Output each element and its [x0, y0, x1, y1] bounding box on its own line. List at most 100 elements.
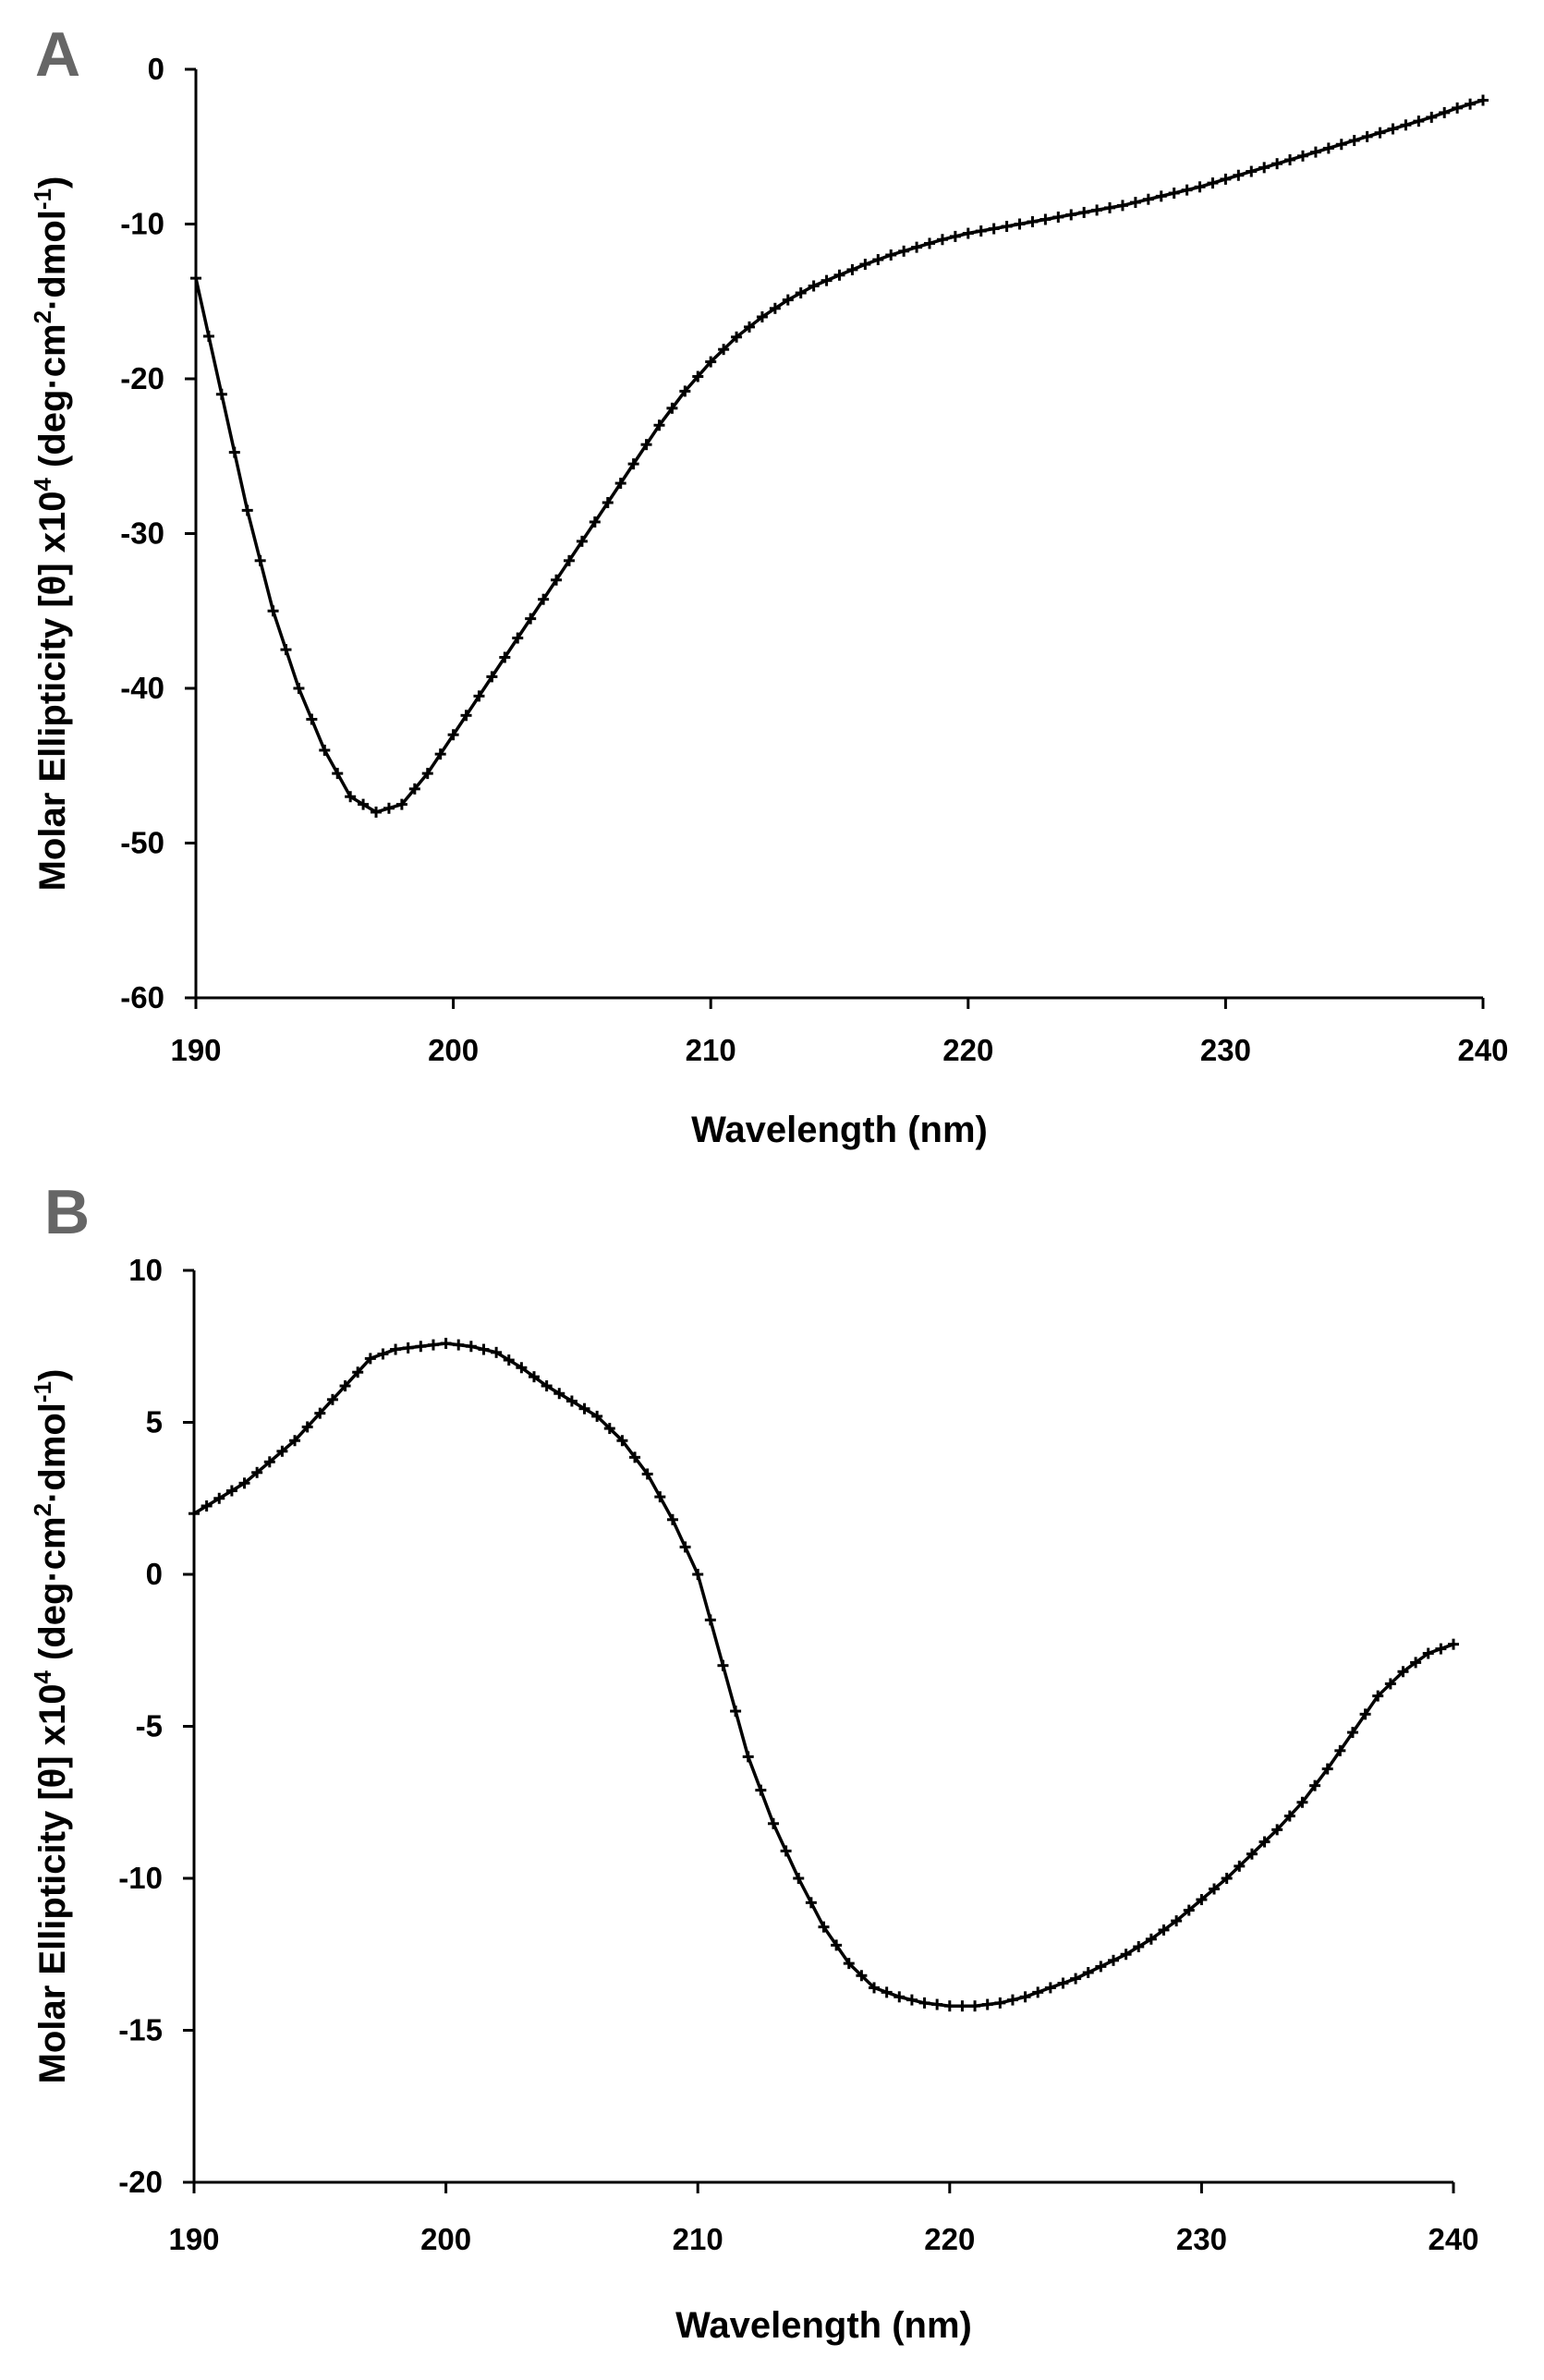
panel-a-data-point [267, 605, 279, 617]
panel-b-data-point [692, 1569, 704, 1580]
panel-b-data-point [238, 1477, 250, 1489]
panel-b-data-point [213, 1492, 225, 1504]
panel-a-data-point [254, 554, 266, 566]
panel-a-x-tick-label: 210 [686, 1033, 736, 1067]
panel-a-data-point [1361, 130, 1373, 142]
panel-b-data-point [1296, 1796, 1308, 1808]
panel-a-y-axis-title-mid3: ·dmol [32, 210, 73, 310]
panel-a-data-point [1091, 204, 1103, 216]
panel-b-data-point [529, 1371, 541, 1383]
panel-a-data-point [936, 234, 948, 246]
panel-a-data-point [1129, 197, 1141, 209]
panel-a-data-point [1207, 177, 1219, 189]
panel-a-data-point [408, 783, 420, 795]
panel-b-data-point [1410, 1657, 1422, 1669]
panel-b-data-point [679, 1541, 691, 1553]
panel-b-data-point [629, 1451, 641, 1463]
panel-b-data-point [616, 1435, 628, 1447]
panel-a-data-point [421, 768, 433, 780]
panel-a-data-point [666, 402, 678, 414]
panel-b-data-point [263, 1456, 275, 1468]
panel-a-data-point [1052, 211, 1064, 223]
panel-b-y-axis-title-prefix: Molar Ellipticity [ [32, 1788, 73, 2083]
panel-a-data-point [808, 280, 820, 292]
panel-b-data-point [994, 1997, 1006, 2009]
panel-a-y-axis-title-mid2: (deg·cm [32, 323, 73, 478]
panel-b-data-point [201, 1500, 213, 1512]
panel-a-data-point [538, 593, 550, 605]
panel-a-data-point [215, 388, 227, 400]
panel-b-data-point [1006, 1994, 1018, 2006]
panel-a-data-point [473, 690, 485, 702]
panel-a-data-point [1439, 106, 1451, 118]
panel-b-data-point [440, 1337, 452, 1349]
panel-a-data-point [1477, 94, 1489, 106]
panel-b-y-tick-label: -5 [136, 1709, 163, 1743]
panel-a-data-point [1233, 169, 1245, 181]
panel-b-data-point [869, 1982, 881, 1994]
panel-a-data-point [589, 516, 601, 528]
panel-b-data-point [1271, 1824, 1283, 1836]
panel-a-data-point [705, 356, 717, 368]
panel-a-y-axis-title: Molar Ellipticity [θ] x104 (deg·cm2·dmol… [29, 176, 73, 892]
panel-b-data-point [704, 1614, 716, 1626]
panel-b-data-point [894, 1991, 906, 2003]
panel-a-data-point [499, 651, 511, 663]
panel-a-y-axis-title-exp3: -1 [29, 188, 56, 210]
panel-b-data-point [1384, 1678, 1396, 1690]
panel-b-data-point [1346, 1727, 1358, 1739]
panel-b-data-point [541, 1380, 553, 1392]
panel-a-data-point [743, 321, 755, 333]
panel-a-data-point [1181, 184, 1193, 196]
panel-a-y-axis-title-suffix: ) [32, 176, 73, 188]
panel-b-data-point [1234, 1860, 1246, 1872]
panel-b-data-point [1183, 1904, 1195, 1916]
panel-a-data-point [1142, 193, 1154, 205]
panel-b-x-tick-label: 230 [1176, 2222, 1227, 2256]
panel-b-data-point [1397, 1666, 1409, 1678]
panel-a-y-axis-title-exp1: 4 [29, 478, 56, 492]
panel-a-data-point [319, 745, 331, 756]
panel-a-chart: 190 200 210 220 230 240 0 -10 -20 -30 -40 -50 -60 Wav… [29, 52, 1509, 1150]
panel-b-data-point [981, 1998, 993, 2010]
panel-a-x-tick-label: 190 [170, 1033, 221, 1067]
panel-a-data-point [1001, 221, 1013, 233]
panel-b-data-point [188, 1508, 200, 1520]
panel-b-y-axis-title-suffix: ) [32, 1369, 73, 1381]
panel-a-data-point [795, 287, 807, 299]
panel-b-data-point [390, 1343, 402, 1355]
panel-b-data-point [1145, 1933, 1157, 1945]
panel-a-data-point [1258, 162, 1270, 174]
panel-b-data-point [364, 1353, 376, 1365]
panel-a-data-point [833, 269, 845, 281]
panel-b-data-point [491, 1346, 503, 1358]
panel-b-data-point [730, 1706, 742, 1718]
panel-a-data-point [1271, 158, 1283, 170]
panel-b-data-point [956, 2000, 968, 2012]
panel-b-data-point [225, 1485, 237, 1497]
panel-b-data-point [402, 1342, 414, 1354]
panel-a-data-point [988, 223, 1000, 235]
panel-a-data-point [345, 791, 357, 803]
panel-b-x-tick-label: 190 [168, 2222, 219, 2256]
panel-b-y-tick-label: -10 [118, 1861, 163, 1895]
panel-a-data-point [782, 294, 794, 306]
panel-b-data-point [1372, 1690, 1384, 1702]
panel-a-data-point [551, 574, 563, 586]
panel-a-data-point [1194, 181, 1206, 193]
panel-a-data-point [486, 671, 498, 683]
panel-a-data-point [924, 237, 936, 249]
panel-a-data-point [395, 798, 407, 810]
panel-a-data-point [563, 554, 575, 566]
panel-b-data-point [666, 1513, 678, 1525]
panel-b-data-point [742, 1751, 754, 1763]
panel-b-data-point [969, 2000, 981, 2012]
panel-b-data-point [1221, 1873, 1233, 1884]
panel-a-data-point [280, 644, 292, 656]
panel-b-data-point [339, 1380, 351, 1392]
panel-b-data-point [805, 1897, 817, 1909]
panel-b-data-point [1171, 1915, 1183, 1927]
panel-a-data-point [371, 807, 383, 818]
panel-a-data-point [1309, 146, 1321, 158]
